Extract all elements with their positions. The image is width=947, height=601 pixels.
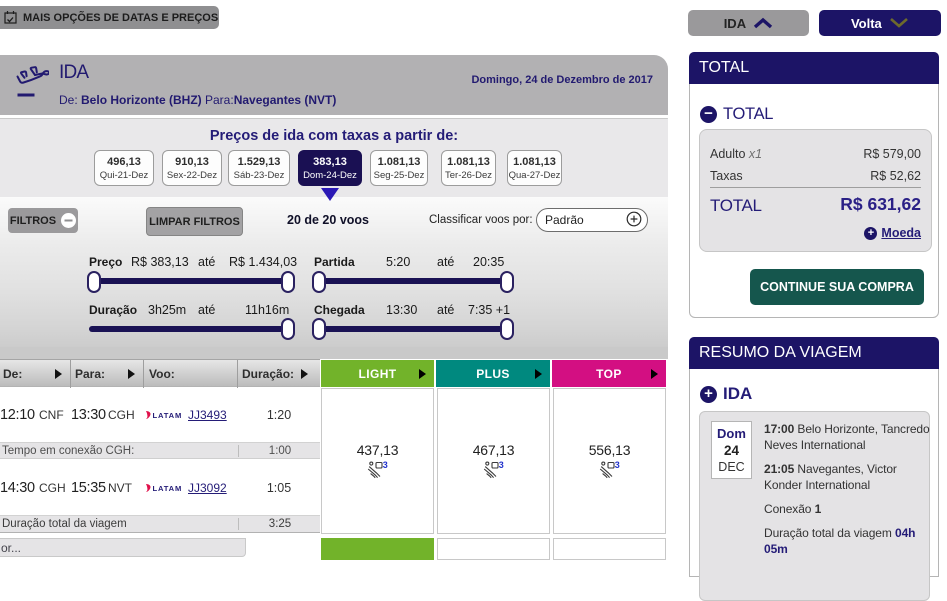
svg-text:3: 3: [382, 461, 387, 470]
svg-text:LATAM: LATAM: [153, 411, 183, 420]
svg-text:3: 3: [614, 461, 619, 470]
svg-text:3: 3: [498, 461, 503, 470]
svg-text:LATAM: LATAM: [153, 484, 183, 493]
